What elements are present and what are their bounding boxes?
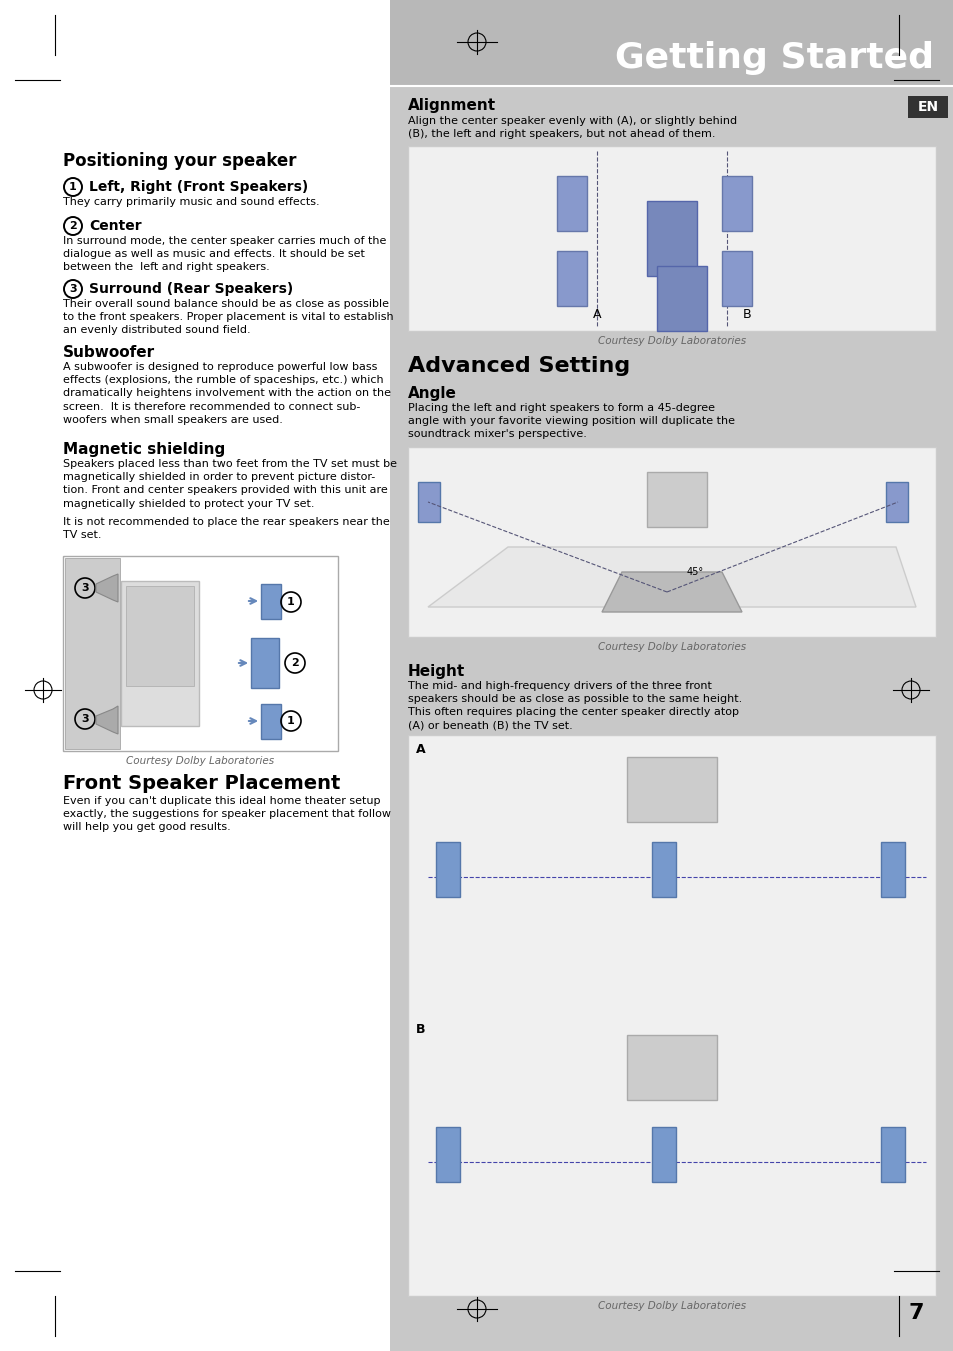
Bar	[651, 1127, 676, 1182]
FancyBboxPatch shape	[646, 201, 697, 276]
Bar	[885, 482, 907, 521]
Text: 3: 3	[70, 284, 77, 295]
Text: A: A	[592, 308, 600, 322]
FancyBboxPatch shape	[557, 251, 586, 305]
Bar	[408, 735, 935, 1296]
Bar	[417, 482, 439, 521]
Bar	[65, 558, 120, 748]
Text: Advanced Setting: Advanced Setting	[408, 357, 630, 376]
Bar	[436, 1127, 459, 1182]
Bar	[907, 96, 947, 118]
Bar	[408, 447, 935, 638]
Text: B: B	[741, 308, 751, 322]
Text: Front Speaker Placement: Front Speaker Placement	[63, 774, 340, 793]
Text: Positioning your speaker: Positioning your speaker	[63, 153, 296, 170]
Text: Courtesy Dolby Laboratories: Courtesy Dolby Laboratories	[598, 336, 745, 346]
Text: Their overall sound balance should be as close as possible
to the front speakers: Their overall sound balance should be as…	[63, 299, 394, 335]
Text: It is not recommended to place the rear speakers near the
TV set.: It is not recommended to place the rear …	[63, 517, 390, 540]
Text: 1: 1	[287, 597, 294, 607]
Text: Left, Right (Front Speakers): Left, Right (Front Speakers)	[89, 180, 308, 195]
Text: Courtesy Dolby Laboratories: Courtesy Dolby Laboratories	[598, 642, 745, 653]
Text: They carry primarily music and sound effects.: They carry primarily music and sound eff…	[63, 197, 319, 207]
Text: 3: 3	[81, 713, 89, 724]
Bar	[261, 584, 281, 619]
Bar	[651, 842, 676, 897]
Bar	[436, 842, 459, 897]
Text: 1: 1	[287, 716, 294, 725]
Bar	[251, 638, 278, 688]
Text: Magnetic shielding: Magnetic shielding	[63, 442, 225, 457]
Text: Alignment: Alignment	[408, 99, 496, 113]
Text: Speakers placed less than two feet from the TV set must be
magnetically shielded: Speakers placed less than two feet from …	[63, 459, 396, 508]
Bar	[626, 757, 717, 821]
Text: 45°: 45°	[686, 567, 703, 577]
Text: In surround mode, the center speaker carries much of the
dialogue as well as mus: In surround mode, the center speaker car…	[63, 236, 386, 273]
Text: 7: 7	[907, 1302, 923, 1323]
Text: Center: Center	[89, 219, 141, 232]
Bar	[646, 471, 706, 527]
Text: 2: 2	[69, 222, 77, 231]
Text: Courtesy Dolby Laboratories: Courtesy Dolby Laboratories	[598, 1301, 745, 1310]
FancyBboxPatch shape	[721, 176, 751, 231]
Polygon shape	[428, 547, 915, 607]
Bar	[408, 146, 935, 331]
Polygon shape	[601, 571, 741, 612]
Bar	[121, 581, 199, 725]
Text: 3: 3	[81, 584, 89, 593]
Text: A: A	[416, 743, 425, 757]
FancyBboxPatch shape	[721, 251, 751, 305]
Text: Angle: Angle	[408, 386, 456, 401]
Text: Subwoofer: Subwoofer	[63, 345, 155, 359]
Text: 2: 2	[291, 658, 298, 667]
Text: 1: 1	[69, 182, 77, 192]
Polygon shape	[96, 574, 118, 603]
Text: Align the center speaker evenly with (A), or slightly behind
(B), the left and r: Align the center speaker evenly with (A)…	[408, 116, 737, 139]
FancyBboxPatch shape	[557, 176, 586, 231]
Polygon shape	[96, 707, 118, 734]
Text: Placing the left and right speakers to form a 45-degree
angle with your favorite: Placing the left and right speakers to f…	[408, 403, 734, 439]
Text: The mid- and high-frequency drivers of the three front
speakers should be as clo: The mid- and high-frequency drivers of t…	[408, 681, 741, 731]
Text: B: B	[416, 1023, 425, 1036]
Text: Courtesy Dolby Laboratories: Courtesy Dolby Laboratories	[127, 757, 274, 766]
Bar	[880, 1127, 904, 1182]
Text: Height: Height	[408, 663, 465, 680]
Text: Even if you can't duplicate this ideal home theater setup
exactly, the suggestio: Even if you can't duplicate this ideal h…	[63, 796, 391, 832]
Bar	[261, 704, 281, 739]
Bar	[880, 842, 904, 897]
Bar	[626, 1035, 717, 1100]
Bar	[126, 586, 193, 686]
Bar	[63, 557, 337, 751]
Text: EN: EN	[917, 100, 938, 113]
Text: Surround (Rear Speakers): Surround (Rear Speakers)	[89, 282, 293, 296]
Text: Getting Started: Getting Started	[615, 41, 933, 76]
Text: A subwoofer is designed to reproduce powerful low bass
effects (explosions, the : A subwoofer is designed to reproduce pow…	[63, 362, 391, 424]
FancyBboxPatch shape	[657, 266, 706, 331]
Bar	[390, 0, 953, 1351]
Bar	[390, 0, 953, 86]
